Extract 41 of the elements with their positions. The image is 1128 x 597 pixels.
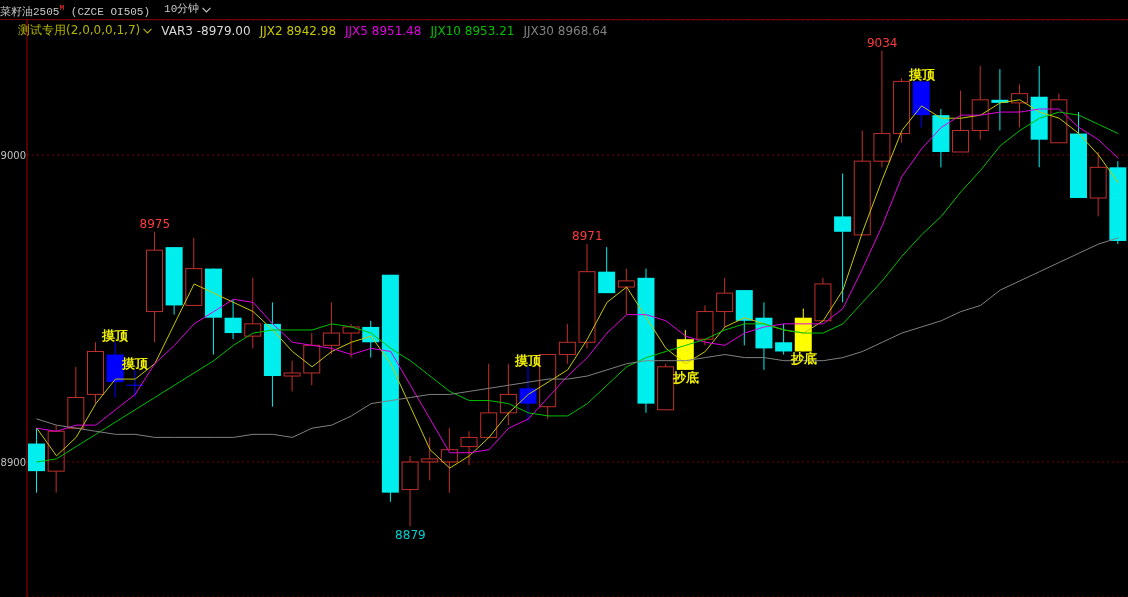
candlestick	[971, 65, 989, 141]
candlestick	[696, 304, 714, 346]
candlestick	[283, 360, 301, 392]
text: JJX30 8968.64	[523, 23, 608, 38]
text: 摸顶	[102, 327, 129, 343]
candlestick	[303, 332, 321, 386]
text: 抄底	[790, 350, 817, 366]
candlestick	[421, 436, 439, 481]
text: JJX2 8942.98	[259, 23, 337, 38]
annotation: 8879	[395, 528, 426, 543]
candlestick	[617, 268, 635, 316]
candlestick	[519, 366, 537, 423]
candlestick	[598, 246, 616, 294]
candlestick	[775, 323, 793, 356]
candlestick	[499, 363, 517, 426]
candlestick	[893, 77, 911, 144]
chart-subtitle: 10分钟	[164, 2, 200, 17]
candlestick	[716, 277, 734, 328]
text: 摸顶	[908, 66, 935, 82]
annotation: 8971	[572, 229, 603, 244]
y-tick-label: 8900	[0, 456, 26, 468]
candlestick	[1011, 83, 1029, 128]
candlestick	[145, 231, 163, 343]
candlestick	[558, 323, 576, 365]
candlestick	[460, 430, 478, 466]
annotation: 8975	[139, 216, 171, 231]
annotation: VAR3 -8979.00	[161, 23, 251, 38]
text: JJX5 8951.48	[345, 23, 422, 38]
candlestick	[224, 298, 242, 340]
candlestick	[834, 172, 852, 303]
candlestick	[244, 277, 262, 349]
candlestick	[578, 243, 596, 349]
candlestick	[342, 323, 360, 359]
candlestick	[873, 50, 891, 168]
annotation: 9034	[866, 35, 898, 50]
candlestick	[440, 427, 458, 494]
legend-title: 测试专用(2,0,0,0,1,7)	[18, 22, 141, 39]
chart-title: 菜籽油2505$^{M}$ (CZCE OI505)	[0, 1, 151, 20]
candlestick	[401, 455, 419, 527]
y-tick-label: 9000	[0, 149, 26, 161]
text: JJX10 8953.21	[430, 23, 515, 38]
